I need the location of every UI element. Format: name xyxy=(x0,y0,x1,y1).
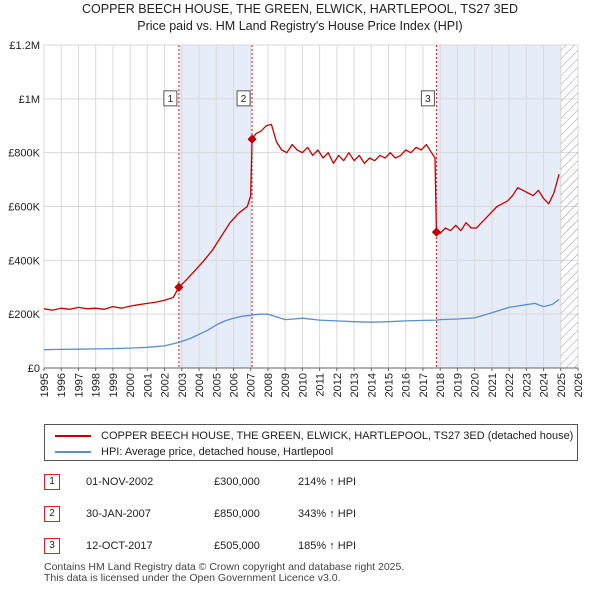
event-price: £505,000 xyxy=(214,540,260,552)
x-tick-label: 2002 xyxy=(160,373,172,397)
x-tick-label: 2015 xyxy=(384,373,396,397)
legend-swatch-hpi xyxy=(55,451,91,453)
event-hpi-change: 185% ↑ HPI xyxy=(298,540,357,552)
event-hpi-change: 214% ↑ HPI xyxy=(298,476,357,488)
sale-marker-box xyxy=(236,90,251,107)
x-tick-label: 2017 xyxy=(418,373,430,397)
future-hatch-area xyxy=(560,45,578,368)
sale-marker-box xyxy=(420,90,435,107)
x-tick-label: 2011 xyxy=(315,373,327,397)
x-tick-label: 2016 xyxy=(401,373,413,397)
sale-marker-point xyxy=(247,134,257,144)
legend-item-property: COPPER BEECH HOUSE, THE GREEN, ELWICK, H… xyxy=(55,428,573,444)
x-tick-label: 2022 xyxy=(504,373,516,397)
chart-title: COPPER BEECH HOUSE, THE GREEN, ELWICK, H… xyxy=(82,2,518,16)
x-tick-label: 2007 xyxy=(246,373,258,397)
x-tick-label: 2021 xyxy=(487,373,499,397)
property-price-line xyxy=(43,123,560,311)
y-tick-label: £1.2M xyxy=(9,40,40,52)
legend: COPPER BEECH HOUSE, THE GREEN, ELWICK, H… xyxy=(44,424,578,461)
x-tick-label: 1997 xyxy=(73,373,85,397)
x-tick-label: 2005 xyxy=(211,373,223,397)
event-hpi-change: 343% ↑ HPI xyxy=(298,508,357,520)
sale-marker-point xyxy=(174,282,184,292)
legend-item-hpi: HPI: Average price, detached house, Hart… xyxy=(55,444,333,460)
x-tick-label: 2025 xyxy=(556,373,568,397)
event-date: 01-NOV-2002 xyxy=(86,476,154,488)
x-tick-label: 2019 xyxy=(452,373,464,397)
x-tick-label: 2000 xyxy=(125,373,137,397)
footer-copyright: Contains HM Land Registry data © Crown c… xyxy=(44,561,405,573)
chart-subtitle: Price paid vs. HM Land Registry's House … xyxy=(137,19,463,33)
y-tick-label: £0 xyxy=(28,363,40,375)
legend-label-hpi: HPI: Average price, detached house, Hart… xyxy=(101,446,334,458)
hpi-line xyxy=(43,298,560,351)
event-price: £850,000 xyxy=(214,508,260,520)
sale-marker-label: 3 xyxy=(425,94,431,105)
table-row: 2 30-JAN-2007 £850,000 343% ↑ HPI xyxy=(44,504,578,526)
y-tick-label: £400K xyxy=(8,255,40,267)
x-tick-label: 2006 xyxy=(228,373,240,397)
table-row: 3 12-OCT-2017 £505,000 185% ↑ HPI xyxy=(44,536,578,558)
sale-marker-box xyxy=(163,90,178,107)
x-tick-label: 2004 xyxy=(194,373,206,397)
event-date: 12-OCT-2017 xyxy=(86,540,153,552)
event-number-badge: 1 xyxy=(44,474,60,490)
x-tick-label: 2018 xyxy=(435,373,447,397)
x-tick-label: 2003 xyxy=(177,373,189,397)
x-tick-label: 2026 xyxy=(573,373,585,397)
x-tick-label: 1995 xyxy=(39,373,51,397)
event-date: 30-JAN-2007 xyxy=(86,508,151,520)
price-chart: 1 2 3 £0 £200K £400K £600K £800K £1M £1.2M 1995 19… xyxy=(8,40,585,397)
event-number-badge: 2 xyxy=(44,506,60,522)
event-price: £300,000 xyxy=(214,476,260,488)
axes: £0 £200K £400K £600K £800K £1M £1.2M 1995 1996 19… xyxy=(8,40,585,397)
legend-swatch-property xyxy=(55,435,91,437)
footer-licence: This data is licensed under the Open Gov… xyxy=(44,572,341,584)
sale-markers: 1 2 3 xyxy=(163,90,441,292)
event-number-badge: 3 xyxy=(44,538,60,554)
x-tick-label: 2009 xyxy=(280,373,292,397)
sale-marker-point xyxy=(431,227,441,237)
x-tick-label: 2012 xyxy=(332,373,344,397)
x-tick-label: 2010 xyxy=(297,373,309,397)
x-tick-label: 1996 xyxy=(56,373,68,397)
x-tick-label: 2020 xyxy=(470,373,482,397)
y-tick-label: £1M xyxy=(19,94,40,106)
hatched-area xyxy=(560,45,578,368)
legend-label-property: COPPER BEECH HOUSE, THE GREEN, ELWICK, H… xyxy=(101,430,574,442)
y-tick-label: £600K xyxy=(8,202,40,214)
sale-marker-label: 1 xyxy=(168,94,174,105)
footer: Contains HM Land Registry data © Crown c… xyxy=(44,562,404,584)
table-row: 1 01-NOV-2002 £300,000 214% ↑ HPI xyxy=(44,472,578,494)
x-tick-label: 1999 xyxy=(108,373,120,397)
y-tick-label: £800K xyxy=(8,148,40,160)
x-tick-label: 2023 xyxy=(521,373,533,397)
series-lines xyxy=(43,123,560,351)
x-tick-label: 2008 xyxy=(263,373,275,397)
y-tick-label: £200K xyxy=(8,309,40,321)
x-tick-label: 2014 xyxy=(366,373,378,397)
x-tick-label: 2001 xyxy=(142,373,154,397)
x-tick-label: 2013 xyxy=(349,373,361,397)
sale-marker-label: 2 xyxy=(241,94,247,105)
x-tick-label: 2024 xyxy=(539,373,551,397)
x-tick-label: 1998 xyxy=(91,373,103,397)
